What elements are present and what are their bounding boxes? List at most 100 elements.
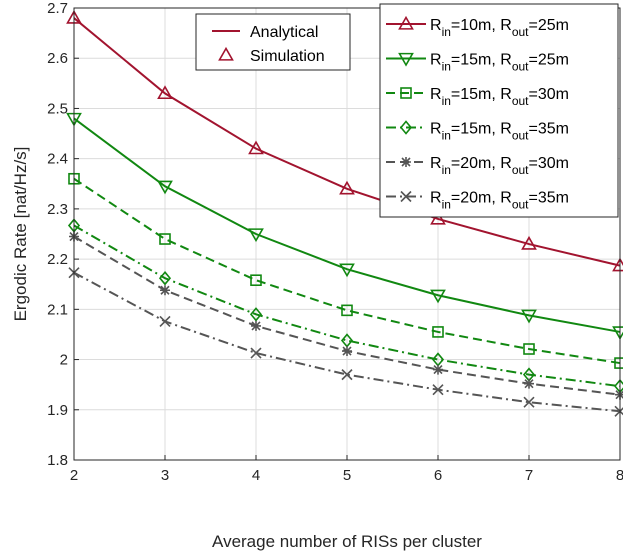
data-point <box>524 378 534 389</box>
y-tick-label: 2.5 <box>47 100 68 117</box>
data-point <box>248 140 264 155</box>
data-point <box>339 263 355 278</box>
legend-series-label: Rin=10m, Rout=25m <box>430 17 569 39</box>
legend-subscript: in <box>442 163 451 177</box>
data-point <box>523 396 535 408</box>
y-tick-label: 2.1 <box>47 301 68 318</box>
data-point <box>250 347 262 359</box>
legend-text-part: =30m <box>529 155 569 172</box>
series-line <box>73 117 621 333</box>
legend-series-marker <box>401 157 411 167</box>
data-point <box>430 210 446 225</box>
legend-text-part: =15m, R <box>451 86 512 103</box>
legend-subscript: in <box>442 198 451 212</box>
legend-text-part: =25m <box>529 17 569 34</box>
legend-series-label: Rin=15m, Rout=35m <box>430 121 569 143</box>
legend-text-part: =15m, R <box>451 121 512 138</box>
x-tick-label: 5 <box>343 467 351 484</box>
data-point <box>341 369 353 381</box>
data-point <box>521 309 537 324</box>
legend-style-label: Simulation <box>250 48 325 65</box>
legend-style-swatch <box>218 46 234 61</box>
x-axis-label: Average number of RISs per cluster <box>212 532 482 551</box>
legend-text-part: =35m <box>529 190 569 207</box>
legend-subscript: in <box>442 94 451 108</box>
legend-subscript: out <box>512 163 529 177</box>
legend-subscript: in <box>442 129 451 143</box>
x-tick-label: 2 <box>70 467 78 484</box>
data-point <box>430 289 446 304</box>
x-tick-label: 4 <box>252 467 260 484</box>
legend-subscript: out <box>512 25 529 39</box>
legend-series-marker <box>398 15 414 30</box>
data-point <box>432 384 444 396</box>
legend-text-part: R <box>430 86 442 103</box>
legend-subscript: out <box>512 198 529 212</box>
data-point <box>339 180 355 195</box>
legend-text-part: =30m <box>529 86 569 103</box>
legend-series-marker <box>398 52 414 67</box>
data-point <box>251 320 261 331</box>
legend-text-part: =35m <box>529 121 569 138</box>
data-point <box>159 233 171 245</box>
legend-series-label: Rin=15m, Rout=25m <box>430 52 569 74</box>
axis-ticks: 2 3 4 5 6 7 8 1.8 1.9 2 2.1 2.2 2.3 2.4 2.5 2.6 2.7 <box>47 0 623 484</box>
data-point <box>523 343 535 355</box>
series-line <box>73 17 621 267</box>
series-line <box>73 224 621 388</box>
legend-series-label: Rin=20m, Rout=35m <box>430 190 569 212</box>
data-point <box>158 270 172 286</box>
y-axis-label: Ergodic Rate [nat/Hz/s] <box>11 147 30 322</box>
legend-subscript: out <box>512 94 529 108</box>
y-tick-label: 1.8 <box>47 452 68 469</box>
y-tick-label: 2 <box>60 352 68 369</box>
legend-subscript: out <box>512 129 529 143</box>
data-point <box>160 285 170 296</box>
data-point <box>432 326 444 338</box>
series-layer <box>66 9 623 417</box>
data-point <box>157 85 173 100</box>
legend-text-part: R <box>430 121 442 138</box>
legend-series-marker <box>400 87 412 99</box>
x-tick-label: 8 <box>616 467 623 484</box>
legend-text-part: R <box>430 17 442 34</box>
legend-subscript: in <box>442 60 451 74</box>
x-tick-label: 3 <box>161 467 169 484</box>
legend-style: Analytical Simulation <box>195 13 351 71</box>
data-point <box>248 228 264 243</box>
legend-series-box <box>379 3 619 218</box>
legend-text-part: =15m, R <box>451 52 512 69</box>
legend-series-label: Rin=15m, Rout=30m <box>430 86 569 108</box>
legend-text-part: =25m <box>529 52 569 69</box>
legend-text-part: =20m, R <box>451 155 512 172</box>
legend-text-part: R <box>430 155 442 172</box>
legend-series-marker <box>400 190 412 203</box>
data-point <box>433 364 443 375</box>
legend-subscript: in <box>442 25 451 39</box>
data-point <box>159 315 171 327</box>
data-point <box>157 180 173 195</box>
y-tick-label: 2.2 <box>47 251 68 268</box>
x-tick-label: 7 <box>525 467 533 484</box>
x-tick-label: 6 <box>434 467 442 484</box>
data-point <box>342 346 352 357</box>
data-point <box>612 326 623 341</box>
y-tick-label: 1.9 <box>47 402 68 419</box>
y-tick-label: 2.6 <box>47 50 68 67</box>
series-line <box>73 177 621 365</box>
legend-text-part: =20m, R <box>451 190 512 207</box>
y-tick-label: 2.4 <box>47 151 68 168</box>
legend-text-part: =10m, R <box>451 17 512 34</box>
data-point <box>341 304 353 317</box>
legend-series-label: Rin=20m, Rout=30m <box>430 155 569 177</box>
data-point <box>521 235 537 250</box>
legend-style-label: Analytical <box>250 24 318 41</box>
legend-subscript: out <box>512 60 529 74</box>
data-point <box>613 378 623 394</box>
y-tick-label: 2.7 <box>47 0 68 17</box>
data-point <box>249 307 263 322</box>
legend-text-part: R <box>430 52 442 69</box>
legend-text-part: R <box>430 190 442 207</box>
